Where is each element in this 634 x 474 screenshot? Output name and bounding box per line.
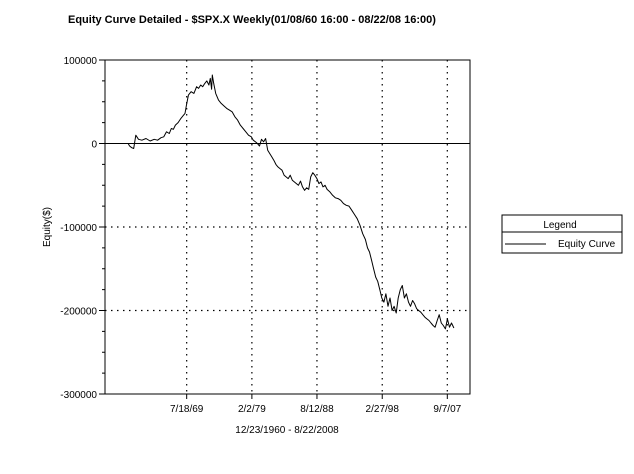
x-tick-label: 2/2/79: [238, 404, 266, 415]
y-tick-label: -200000: [60, 307, 97, 318]
legend-entry-equity-curve: Equity Curve: [558, 239, 616, 250]
x-tick-label: 8/12/88: [300, 404, 334, 415]
x-tick-label: 9/7/07: [433, 404, 461, 415]
series-equity-curve: [127, 74, 455, 330]
legend: Legend Equity Curve: [501, 214, 623, 254]
y-tick-label: 100000: [64, 56, 98, 67]
y-axis-label: Equity($): [42, 207, 53, 247]
x-axis-label: 12/23/1960 - 8/22/2008: [235, 425, 339, 436]
series-layer: [127, 74, 455, 330]
chart-title: Equity Curve Detailed - $SPX.X Weekly(01…: [68, 14, 436, 26]
legend-box: [501, 214, 623, 254]
y-tick-label: 0: [91, 140, 97, 151]
grid-lines: [105, 60, 470, 394]
y-tick-label: -100000: [60, 223, 97, 234]
x-tick-label: 7/18/69: [170, 404, 204, 415]
legend-title: Legend: [543, 220, 576, 231]
x-tick-label: 2/27/98: [366, 404, 400, 415]
y-axis: 100000 0 -100000 -200000 -300000: [60, 56, 105, 401]
x-axis: 7/18/69 2/2/79 8/12/88 2/27/98 9/7/07: [170, 394, 462, 415]
y-tick-label: -300000: [60, 390, 97, 401]
